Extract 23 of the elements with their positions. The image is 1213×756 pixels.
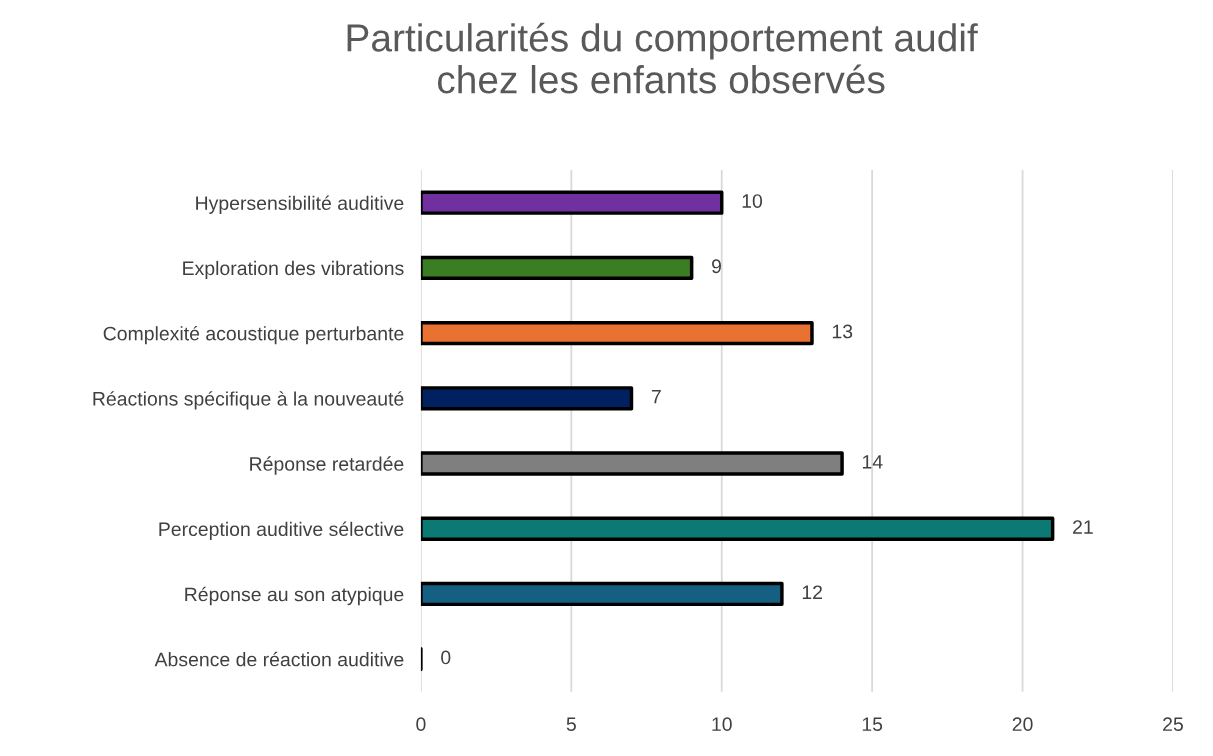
y-tick-label: Perception auditive sélective [159,521,404,540]
data-label: 14 [862,455,883,469]
chart-title: Particularités du comportement audif chez les enfants observés [347,22,978,94]
y-tick-label: Réponse retardée [250,456,404,475]
data-label: 13 [832,324,853,339]
y-tick-label: Réponse au son atypique [185,586,404,606]
x-tick-label: 15 [862,717,883,732]
data-label: 21 [1073,520,1093,534]
data-label: 0 [441,650,451,665]
y-tick-label: Hypersensibilité auditive [196,195,404,214]
x-tick-label: 0 [416,717,426,732]
y-tick-label: Absence de réaction auditive [154,651,404,667]
data-label: 10 [742,194,763,208]
data-label: 9 [712,259,721,274]
x-tick-label: 5 [566,717,576,732]
data-label: 12 [802,585,822,599]
y-tick-label: Réactions spécifique à la nouveauté [93,391,404,410]
y-tick-label: Complexité acoustique perturbante [103,325,404,345]
data-label: 7 [651,389,661,404]
x-tick-label: 20 [1012,717,1033,732]
y-tick-label: Exploration des vibrations [183,260,404,279]
x-tick-label: 25 [1163,717,1183,732]
x-tick-label: 10 [712,717,732,732]
